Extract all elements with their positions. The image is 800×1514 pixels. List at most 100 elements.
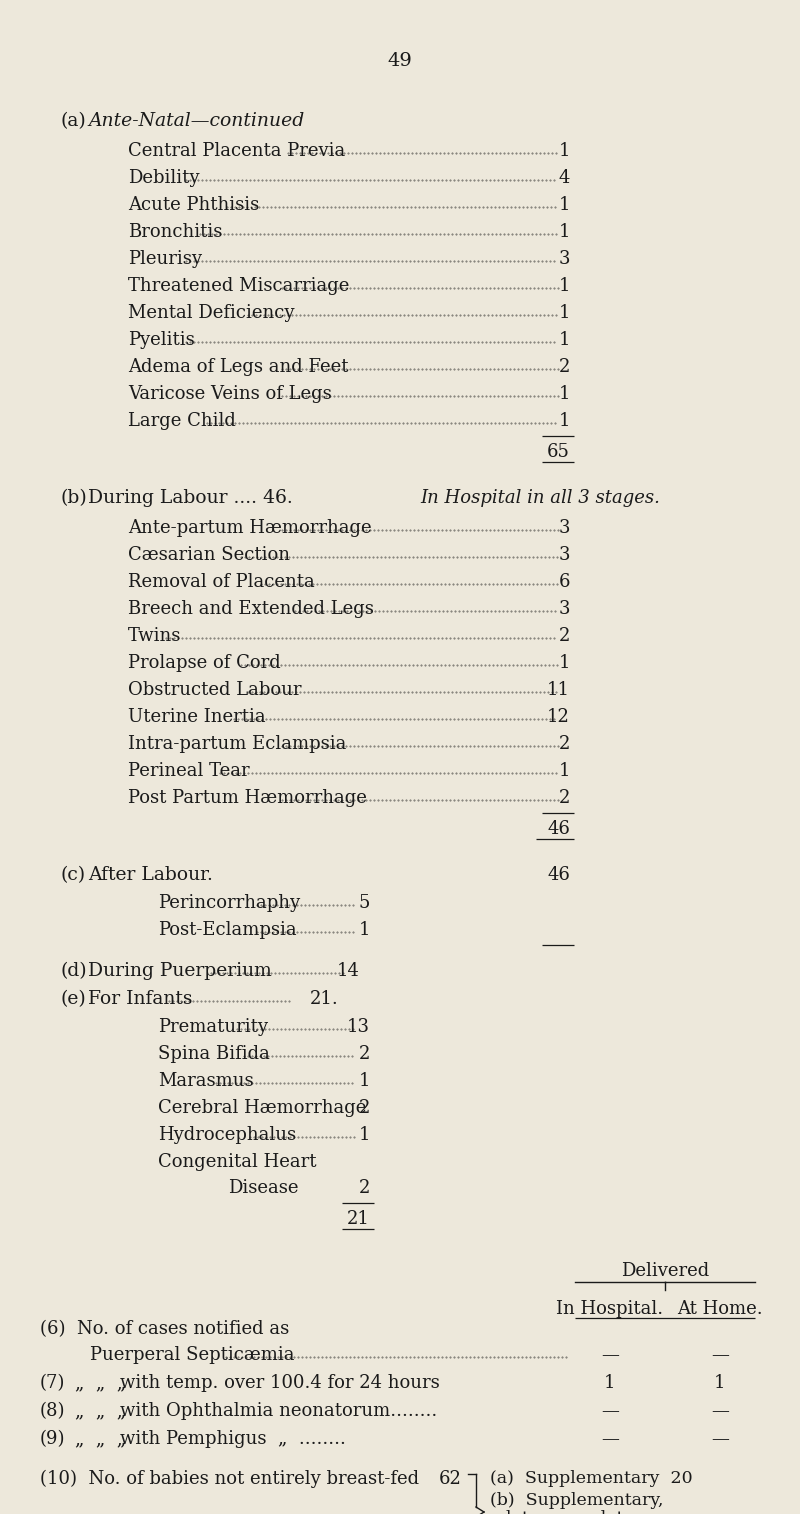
Text: During Puerperium: During Puerperium	[88, 961, 272, 980]
Text: 3: 3	[558, 600, 570, 618]
Text: In Hospital in all 3 stages.: In Hospital in all 3 stages.	[420, 489, 660, 507]
Text: (d): (d)	[60, 961, 86, 980]
Text: —: —	[601, 1431, 619, 1447]
Text: 2: 2	[558, 789, 570, 807]
Text: Cerebral Hæmorrhage: Cerebral Hæmorrhage	[158, 1099, 366, 1117]
Text: —: —	[711, 1431, 729, 1447]
Text: 1: 1	[358, 921, 370, 939]
Text: 1: 1	[558, 654, 570, 672]
Text: Hydrocephalus: Hydrocephalus	[158, 1126, 296, 1145]
Text: 1: 1	[714, 1375, 726, 1391]
Text: Spina Bifida: Spina Bifida	[158, 1045, 270, 1063]
Text: Cæsarian Section: Cæsarian Section	[128, 547, 290, 565]
Text: 4: 4	[558, 170, 570, 188]
Text: 2: 2	[558, 627, 570, 645]
Text: Varicose Veins of Legs: Varicose Veins of Legs	[128, 385, 332, 403]
Text: During Labour .... 46.: During Labour .... 46.	[88, 489, 293, 507]
Text: (9): (9)	[40, 1431, 66, 1447]
Text: After Labour.: After Labour.	[88, 866, 213, 884]
Text: Pyelitis: Pyelitis	[128, 332, 194, 350]
Text: 1: 1	[558, 223, 570, 241]
Text: (10)  No. of babies not entirely breast-fed: (10) No. of babies not entirely breast-f…	[40, 1470, 419, 1488]
Text: Prolapse of Cord: Prolapse of Cord	[128, 654, 281, 672]
Text: 1: 1	[558, 412, 570, 430]
Text: Large Child: Large Child	[128, 412, 236, 430]
Text: —: —	[601, 1402, 619, 1420]
Text: 49: 49	[387, 51, 413, 70]
Text: Disease: Disease	[228, 1179, 298, 1198]
Text: 46: 46	[547, 821, 570, 839]
Text: —: —	[711, 1402, 729, 1420]
Text: 3: 3	[558, 547, 570, 565]
Text: 14: 14	[337, 961, 360, 980]
Text: later complete: later complete	[506, 1509, 634, 1514]
Text: (6)  No. of cases notified as: (6) No. of cases notified as	[40, 1320, 290, 1338]
Text: 1: 1	[558, 277, 570, 295]
Text: 2: 2	[358, 1099, 370, 1117]
Text: In Hospital.: In Hospital.	[557, 1301, 663, 1319]
Text: 1: 1	[558, 332, 570, 350]
Text: Twins: Twins	[128, 627, 182, 645]
Text: 1: 1	[358, 1126, 370, 1145]
Text: „  „  „: „ „ „	[75, 1402, 126, 1420]
Text: Bronchitis: Bronchitis	[128, 223, 222, 241]
Text: 21.: 21.	[310, 990, 338, 1008]
Text: Delivered: Delivered	[621, 1263, 709, 1279]
Text: At Home.: At Home.	[677, 1301, 763, 1319]
Text: (c): (c)	[60, 866, 85, 884]
Text: (b)  Supplementary,: (b) Supplementary,	[490, 1491, 663, 1509]
Text: Acute Phthisis: Acute Phthisis	[128, 195, 259, 213]
Text: —: —	[711, 1346, 729, 1364]
Text: Pleurisy: Pleurisy	[128, 250, 202, 268]
Text: with Pemphigus  „  ........: with Pemphigus „ ........	[120, 1431, 346, 1447]
Text: 11: 11	[547, 681, 570, 699]
Text: 3: 3	[558, 250, 570, 268]
Text: (a)  Supplementary  20: (a) Supplementary 20	[490, 1470, 693, 1487]
Text: Threatened Miscarriage: Threatened Miscarriage	[128, 277, 350, 295]
Text: Post-Eclampsia: Post-Eclampsia	[158, 921, 297, 939]
Text: Intra-partum Eclampsia: Intra-partum Eclampsia	[128, 734, 346, 752]
Text: 2: 2	[558, 357, 570, 375]
Text: 1: 1	[558, 142, 570, 160]
Text: 62: 62	[439, 1470, 462, 1488]
Text: 2: 2	[558, 734, 570, 752]
Text: 5: 5	[358, 893, 370, 911]
Text: Marasmus: Marasmus	[158, 1072, 254, 1090]
Text: Uterine Inertia: Uterine Inertia	[128, 709, 266, 727]
Text: 2: 2	[358, 1045, 370, 1063]
Text: Perincorrhaphy: Perincorrhaphy	[158, 893, 300, 911]
Text: Congenital Heart: Congenital Heart	[158, 1154, 317, 1170]
Text: 1: 1	[558, 195, 570, 213]
Text: Post Partum Hæmorrhage: Post Partum Hæmorrhage	[128, 789, 367, 807]
Text: 2: 2	[358, 1179, 370, 1198]
Text: Perineal Tear: Perineal Tear	[128, 762, 250, 780]
Text: 21: 21	[347, 1210, 370, 1228]
Text: 1: 1	[558, 304, 570, 322]
Text: „  „  „: „ „ „	[75, 1431, 126, 1447]
Text: Mental Deficiency: Mental Deficiency	[128, 304, 294, 322]
Text: Ante-partum Hæmorrhage: Ante-partum Hæmorrhage	[128, 519, 372, 537]
Text: Breech and Extended Legs: Breech and Extended Legs	[128, 600, 374, 618]
Text: with temp. over 100.4 for 24 hours: with temp. over 100.4 for 24 hours	[120, 1375, 440, 1391]
Text: 1: 1	[558, 385, 570, 403]
Text: Adema of Legs and Feet: Adema of Legs and Feet	[128, 357, 349, 375]
Text: Prematurity: Prematurity	[158, 1017, 268, 1036]
Text: „  „  „: „ „ „	[75, 1375, 126, 1391]
Text: Removal of Placenta: Removal of Placenta	[128, 572, 314, 590]
Text: 3: 3	[558, 519, 570, 537]
Text: (a): (a)	[60, 112, 86, 130]
Text: 1: 1	[358, 1072, 370, 1090]
Text: with Ophthalmia neonatorum........: with Ophthalmia neonatorum........	[120, 1402, 438, 1420]
Text: —: —	[601, 1346, 619, 1364]
Text: 12: 12	[547, 709, 570, 727]
Text: (7): (7)	[40, 1375, 66, 1391]
Text: Ante-Natal—continued: Ante-Natal—continued	[88, 112, 304, 130]
Text: 1: 1	[558, 762, 570, 780]
Text: (b): (b)	[60, 489, 86, 507]
Text: Puerperal Septicæmia: Puerperal Septicæmia	[90, 1346, 294, 1364]
Text: Debility: Debility	[128, 170, 199, 188]
Text: 6: 6	[558, 572, 570, 590]
Text: 46: 46	[547, 866, 570, 884]
Text: 65: 65	[547, 444, 570, 460]
Text: (8): (8)	[40, 1402, 66, 1420]
